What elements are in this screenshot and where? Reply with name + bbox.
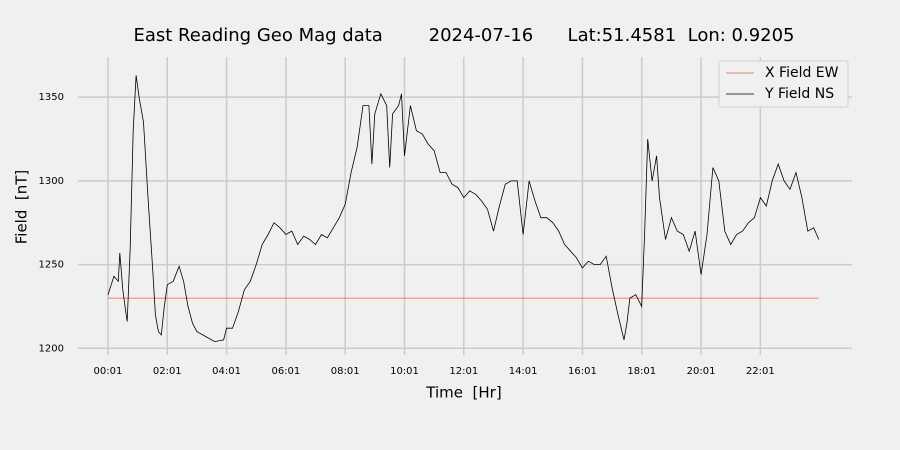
series-line [107,75,820,343]
x-tick-label: 12:01 [449,366,478,377]
x-tick-label: 18:01 [627,366,656,377]
y-axis-label: Field [nT] [13,170,31,245]
legend-label: Y Field NS [764,86,834,102]
x-tick-label: 16:01 [568,366,597,377]
legend-box [718,60,849,108]
y-tick-label: 1300 [39,176,64,187]
x-tick-label: 10:01 [390,366,419,377]
x-tick-label: 04:01 [212,366,241,377]
y-tick-label: 1200 [39,343,64,354]
x-tick-label: 22:01 [746,366,775,377]
legend-label: X Field EW [765,65,839,81]
x-tick-label: 00:01 [94,366,123,377]
x-axis-label: Time [Hr] [425,384,501,402]
y-tick-label: 1350 [39,92,64,103]
x-tick-label: 08:01 [331,366,360,377]
x-tick-label: 14:01 [509,366,538,377]
x-tick-label: 20:01 [687,366,716,377]
x-tick-label: 06:01 [271,366,300,377]
x-tick-label: 02:01 [153,366,182,377]
chart-title: East Reading Geo Mag data 2024-07-16 Lat… [133,25,794,46]
y-tick-label: 1250 [39,260,64,271]
